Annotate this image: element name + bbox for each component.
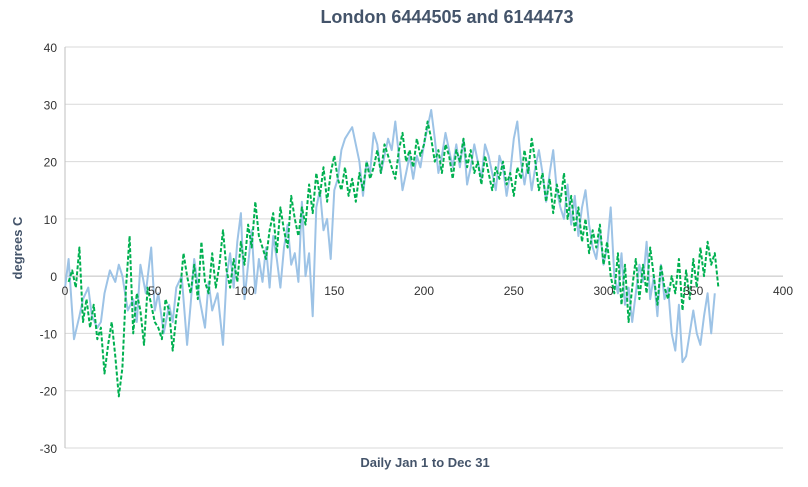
x-tick-label: 100 [234,284,254,298]
y-tick-labels: -30 -20 -10 0 10 20 30 40 [40,41,58,456]
y-tick-label: -20 [40,385,58,399]
x-tick-label: 250 [504,284,524,298]
axes [64,47,783,448]
x-tick-label: 50 [148,284,162,298]
chart-title: London 6444505 and 6144473 [320,7,573,27]
y-tick-label: 20 [44,156,58,170]
y-axis-title: degrees C [10,216,25,279]
y-tick-label: -10 [40,327,58,341]
series-layer [64,109,720,398]
x-tick-label: 300 [593,284,613,298]
x-tick-label: 150 [324,284,344,298]
series-line-1 [64,109,716,364]
y-tick-label: 30 [44,98,58,112]
x-tick-labels: 0 50 100 150 200 250 300 350 400 [62,284,794,298]
y-tick-label: 40 [44,41,58,55]
x-tick-label: 400 [773,284,793,298]
x-axis-title: Daily Jan 1 to Dec 31 [360,455,489,470]
x-tick-label: 0 [62,284,69,298]
y-tick-label: -30 [40,442,58,456]
gridlines [65,46,783,449]
y-tick-label: 0 [50,270,57,284]
y-tick-label: 10 [44,213,58,227]
x-tick-label: 200 [414,284,434,298]
x-tick-label: 350 [683,284,703,298]
series-line-2 [67,120,720,398]
